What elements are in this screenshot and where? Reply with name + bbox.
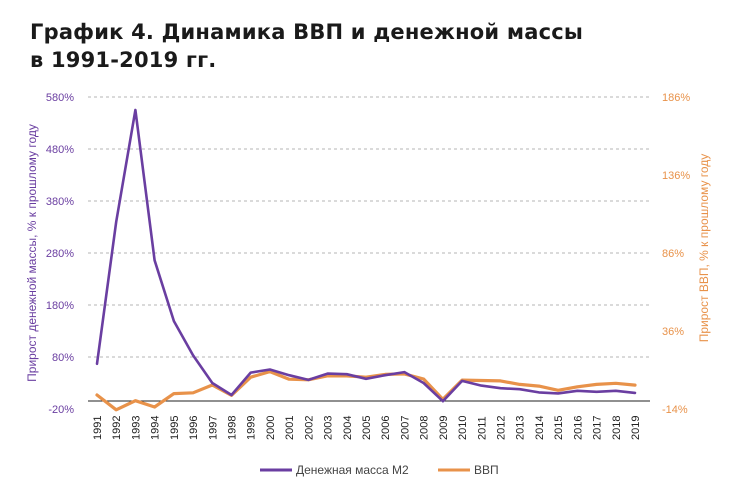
- legend-gdp-label: ВВП: [474, 463, 499, 477]
- series-line-m2: [95, 108, 637, 403]
- legend: Денежная масса М2 ВВП: [260, 463, 499, 477]
- x-tick-label: 1996: [188, 416, 200, 440]
- x-tick-label: 2015: [553, 416, 565, 440]
- left-axis-ticks: -20% 80% 180% 280% 380% 480% 580%: [46, 92, 74, 416]
- gridlines: [88, 96, 650, 358]
- legend-m2-label: Денежная масса М2: [296, 463, 409, 477]
- x-tick-label: 2014: [534, 416, 546, 440]
- right-axis-ticks: -14% 36% 86% 136% 186%: [662, 92, 690, 416]
- x-tick-label: 2000: [265, 416, 277, 440]
- x-tick-label: 2017: [592, 416, 604, 440]
- chart-title-line-2: в 1991-2019 гг.: [30, 48, 217, 72]
- chart-title-line-1: График 4. Динамика ВВП и денежной массы: [30, 20, 584, 44]
- series-layer: [95, 108, 637, 412]
- x-tick-label: 2001: [284, 416, 296, 440]
- left-tick-label: 380%: [46, 196, 74, 208]
- x-tick-label: 2016: [572, 416, 584, 440]
- right-tick-label: 36%: [662, 326, 684, 338]
- x-tick-label: 2009: [438, 416, 450, 440]
- x-tick-label: 2010: [457, 416, 469, 440]
- left-tick-label: 480%: [46, 144, 74, 156]
- x-tick-label: 1999: [246, 416, 258, 440]
- x-tick-label: 2005: [361, 416, 373, 440]
- series-line-gdp: [95, 370, 637, 412]
- x-tick-label: 2012: [496, 416, 508, 440]
- x-axis-ticks: 1991 1992 1993 1994 1995 1996 1997 1998 1999 2000…: [92, 416, 642, 440]
- left-tick-label: 580%: [46, 92, 74, 104]
- x-tick-label: 1993: [130, 416, 142, 440]
- x-tick-label: 2008: [419, 416, 431, 440]
- x-tick-label: 2019: [630, 416, 642, 440]
- x-tick-label: 1995: [169, 416, 181, 440]
- x-tick-label: 2002: [303, 416, 315, 440]
- left-tick-label: 180%: [46, 300, 74, 312]
- x-tick-label: 2018: [611, 416, 623, 440]
- right-tick-label: 86%: [662, 248, 684, 260]
- x-tick-label: 1997: [207, 416, 219, 440]
- right-axis-label: Прирост ВВП, % к прошлому году: [697, 154, 711, 343]
- x-tick-label: 2007: [399, 416, 411, 440]
- right-tick-label: -14%: [662, 404, 688, 416]
- x-tick-label: 1992: [111, 416, 123, 440]
- left-tick-label: -20%: [48, 404, 74, 416]
- x-tick-label: 2003: [323, 416, 335, 440]
- left-tick-label: 280%: [46, 248, 74, 260]
- chart-title: График 4. Динамика ВВП и денежной массы …: [30, 18, 583, 74]
- left-tick-label: 80%: [52, 352, 74, 364]
- x-tick-label: 2004: [342, 416, 354, 440]
- right-tick-label: 136%: [662, 170, 690, 182]
- x-tick-label: 1994: [150, 416, 162, 440]
- right-tick-label: 186%: [662, 92, 690, 104]
- x-tick-label: 2013: [515, 416, 527, 440]
- left-axis-label: Прирост денежной массы, % к прошлому год…: [25, 124, 39, 382]
- x-tick-label: 1991: [92, 416, 104, 440]
- x-tick-label: 2011: [476, 416, 488, 440]
- x-tick-label: 1998: [227, 416, 239, 440]
- x-tick-label: 2006: [380, 416, 392, 440]
